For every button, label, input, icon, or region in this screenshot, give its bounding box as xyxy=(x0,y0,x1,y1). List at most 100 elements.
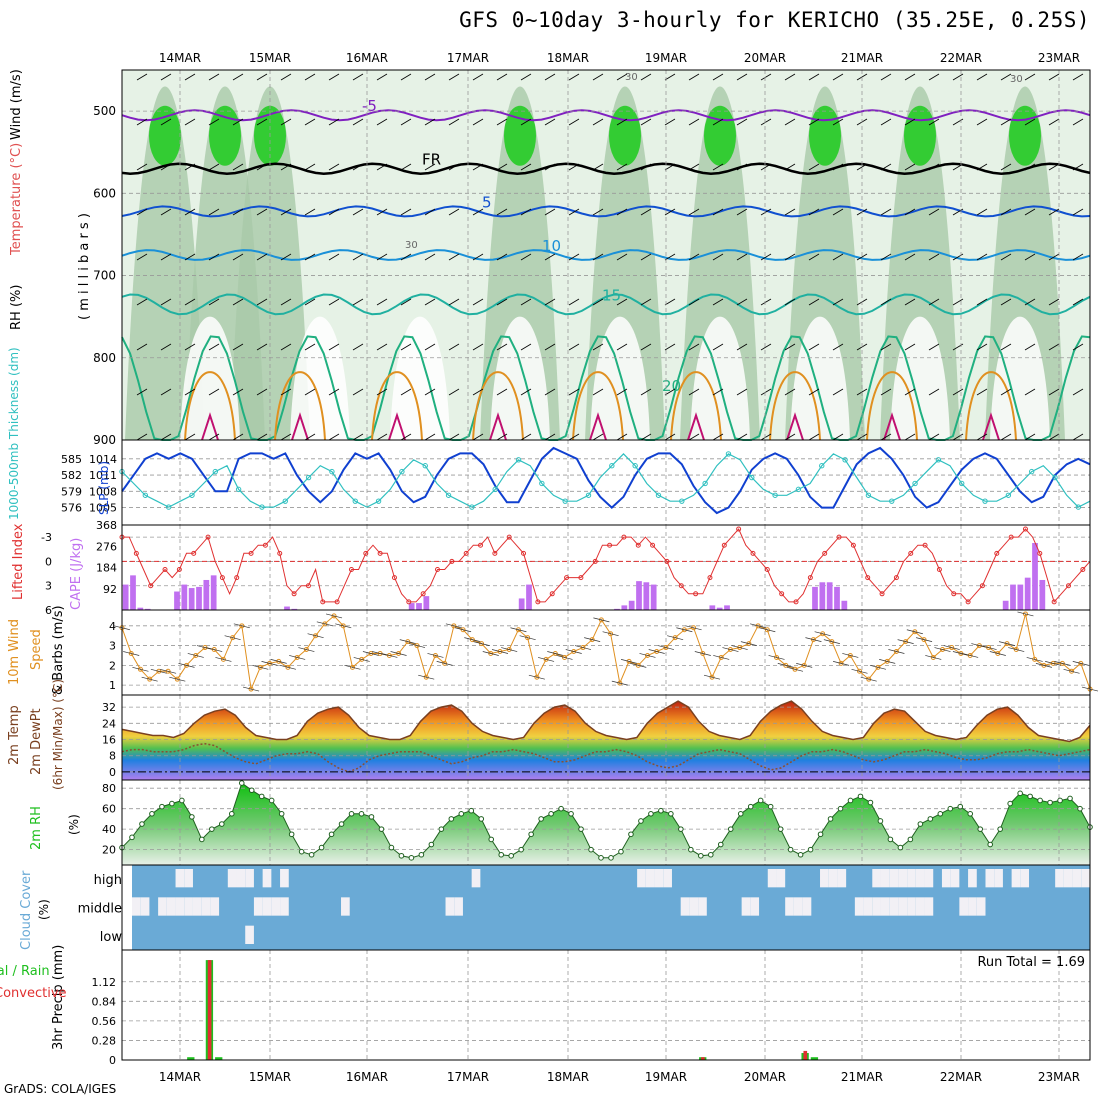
wind-barb xyxy=(352,163,364,171)
wind-speed-point xyxy=(755,623,761,629)
cape-bar xyxy=(1002,600,1009,610)
wind-barb xyxy=(472,73,484,81)
wind-barb xyxy=(640,343,652,351)
cloud-cell-high xyxy=(262,869,272,888)
ylabel-2m-dewpt: 2m DewPt xyxy=(29,708,44,775)
rh-point xyxy=(1007,800,1013,807)
wind-speed-point xyxy=(1059,660,1065,666)
cloud-cell-high xyxy=(236,869,246,888)
cloud-cell-middle xyxy=(854,897,864,916)
wind-barb xyxy=(904,253,916,261)
wind-barb-10m xyxy=(768,655,785,660)
wind-barb-10m xyxy=(206,647,223,652)
wind-barb xyxy=(232,73,244,81)
wind-barb xyxy=(592,433,604,441)
wind-barb xyxy=(328,73,340,81)
date-label-bottom: 14MAR xyxy=(159,1070,201,1084)
wind-barb xyxy=(256,433,268,441)
wind-barb xyxy=(544,298,556,306)
wind-speed-point xyxy=(709,674,715,680)
wind-barb xyxy=(376,388,388,396)
wind-speed-point xyxy=(700,650,706,656)
wind-barb xyxy=(424,388,436,396)
thickness-point xyxy=(1028,468,1035,475)
wind-barb xyxy=(232,208,244,216)
rh-moist-core xyxy=(809,105,841,166)
ylabel-2m-temp: 2m Temp xyxy=(7,705,22,765)
cloud-cell-middle xyxy=(140,897,150,916)
wind-barb xyxy=(328,163,340,171)
wind-barb xyxy=(736,118,748,126)
wind-speed-point xyxy=(1069,668,1075,674)
lifted-index-point xyxy=(650,542,656,548)
lifted-index-point xyxy=(750,550,756,556)
wind-barb xyxy=(280,298,292,306)
cloud-cell-middle xyxy=(907,897,916,916)
wind-barb xyxy=(880,343,892,351)
cloud-cell-middle xyxy=(262,897,272,916)
ylabel-millibars: ( m i l l i b a r s ) xyxy=(77,213,92,320)
wind-speed-point xyxy=(580,645,586,651)
wind-speed-point xyxy=(718,654,724,660)
rh-point xyxy=(248,787,255,794)
wind-barb xyxy=(928,73,940,81)
rh-point xyxy=(707,851,714,858)
rh-point xyxy=(169,800,175,807)
wind-barb-10m xyxy=(897,639,914,644)
thickness-point xyxy=(445,492,452,498)
lifted-index-point xyxy=(348,567,354,573)
wind-barb-10m xyxy=(860,676,877,682)
wind-barb xyxy=(304,163,316,171)
cloud-cell-high xyxy=(872,869,881,888)
wind-barb xyxy=(640,388,652,396)
wind-speed-point xyxy=(137,666,143,672)
wind-barb-10m xyxy=(593,617,610,623)
lifted-index-point xyxy=(277,550,283,556)
wind-barb xyxy=(184,388,196,396)
wind-barb xyxy=(208,253,220,261)
cloud-cell-middle xyxy=(976,897,986,916)
wind-barb xyxy=(1000,388,1012,396)
rh-point xyxy=(757,797,764,804)
wind-barb xyxy=(568,298,580,306)
wind-barb xyxy=(1048,208,1060,216)
wind-speed-point xyxy=(469,637,475,643)
temp-contour xyxy=(121,335,1091,441)
wind-speed-point xyxy=(294,654,300,660)
wind-barb xyxy=(832,433,844,441)
wind-barb-10m xyxy=(685,625,702,631)
wind-barb xyxy=(1000,253,1012,261)
thickness-point xyxy=(352,498,358,504)
wind-barb xyxy=(688,343,700,351)
wind-speed-point xyxy=(368,650,374,656)
wind-barb xyxy=(376,343,388,351)
wind-barb xyxy=(688,163,700,171)
wind-barb xyxy=(208,388,220,396)
cape-bar xyxy=(826,582,833,610)
cloud-cell-middle xyxy=(872,897,881,916)
lifted-index-point xyxy=(793,599,799,605)
wind-speed-point xyxy=(340,623,346,629)
wind-barb-10m xyxy=(1035,663,1052,668)
wind-barb-10m xyxy=(279,664,297,670)
rh-point xyxy=(338,821,345,827)
wind-barb xyxy=(136,253,148,261)
wind-barb xyxy=(640,433,652,441)
wind-barb-10m xyxy=(731,645,748,650)
wind-barb xyxy=(520,118,532,126)
wind-barb-10m xyxy=(676,627,693,633)
wind-speed-point xyxy=(617,680,623,686)
wind-barb xyxy=(1024,343,1036,351)
wind-tick: 2 xyxy=(109,659,116,672)
wind-barb xyxy=(280,118,292,126)
wind-barb xyxy=(832,118,844,126)
rh-column xyxy=(230,86,310,440)
wind-barb xyxy=(592,388,604,396)
wind-barb-10m xyxy=(132,666,149,672)
lifted-index-point xyxy=(191,550,197,556)
wind-barb xyxy=(712,208,724,216)
wind-speed-point xyxy=(405,639,411,645)
warm-contour xyxy=(274,371,326,441)
rh-point xyxy=(179,797,185,804)
wind-barb-10m xyxy=(510,627,527,633)
